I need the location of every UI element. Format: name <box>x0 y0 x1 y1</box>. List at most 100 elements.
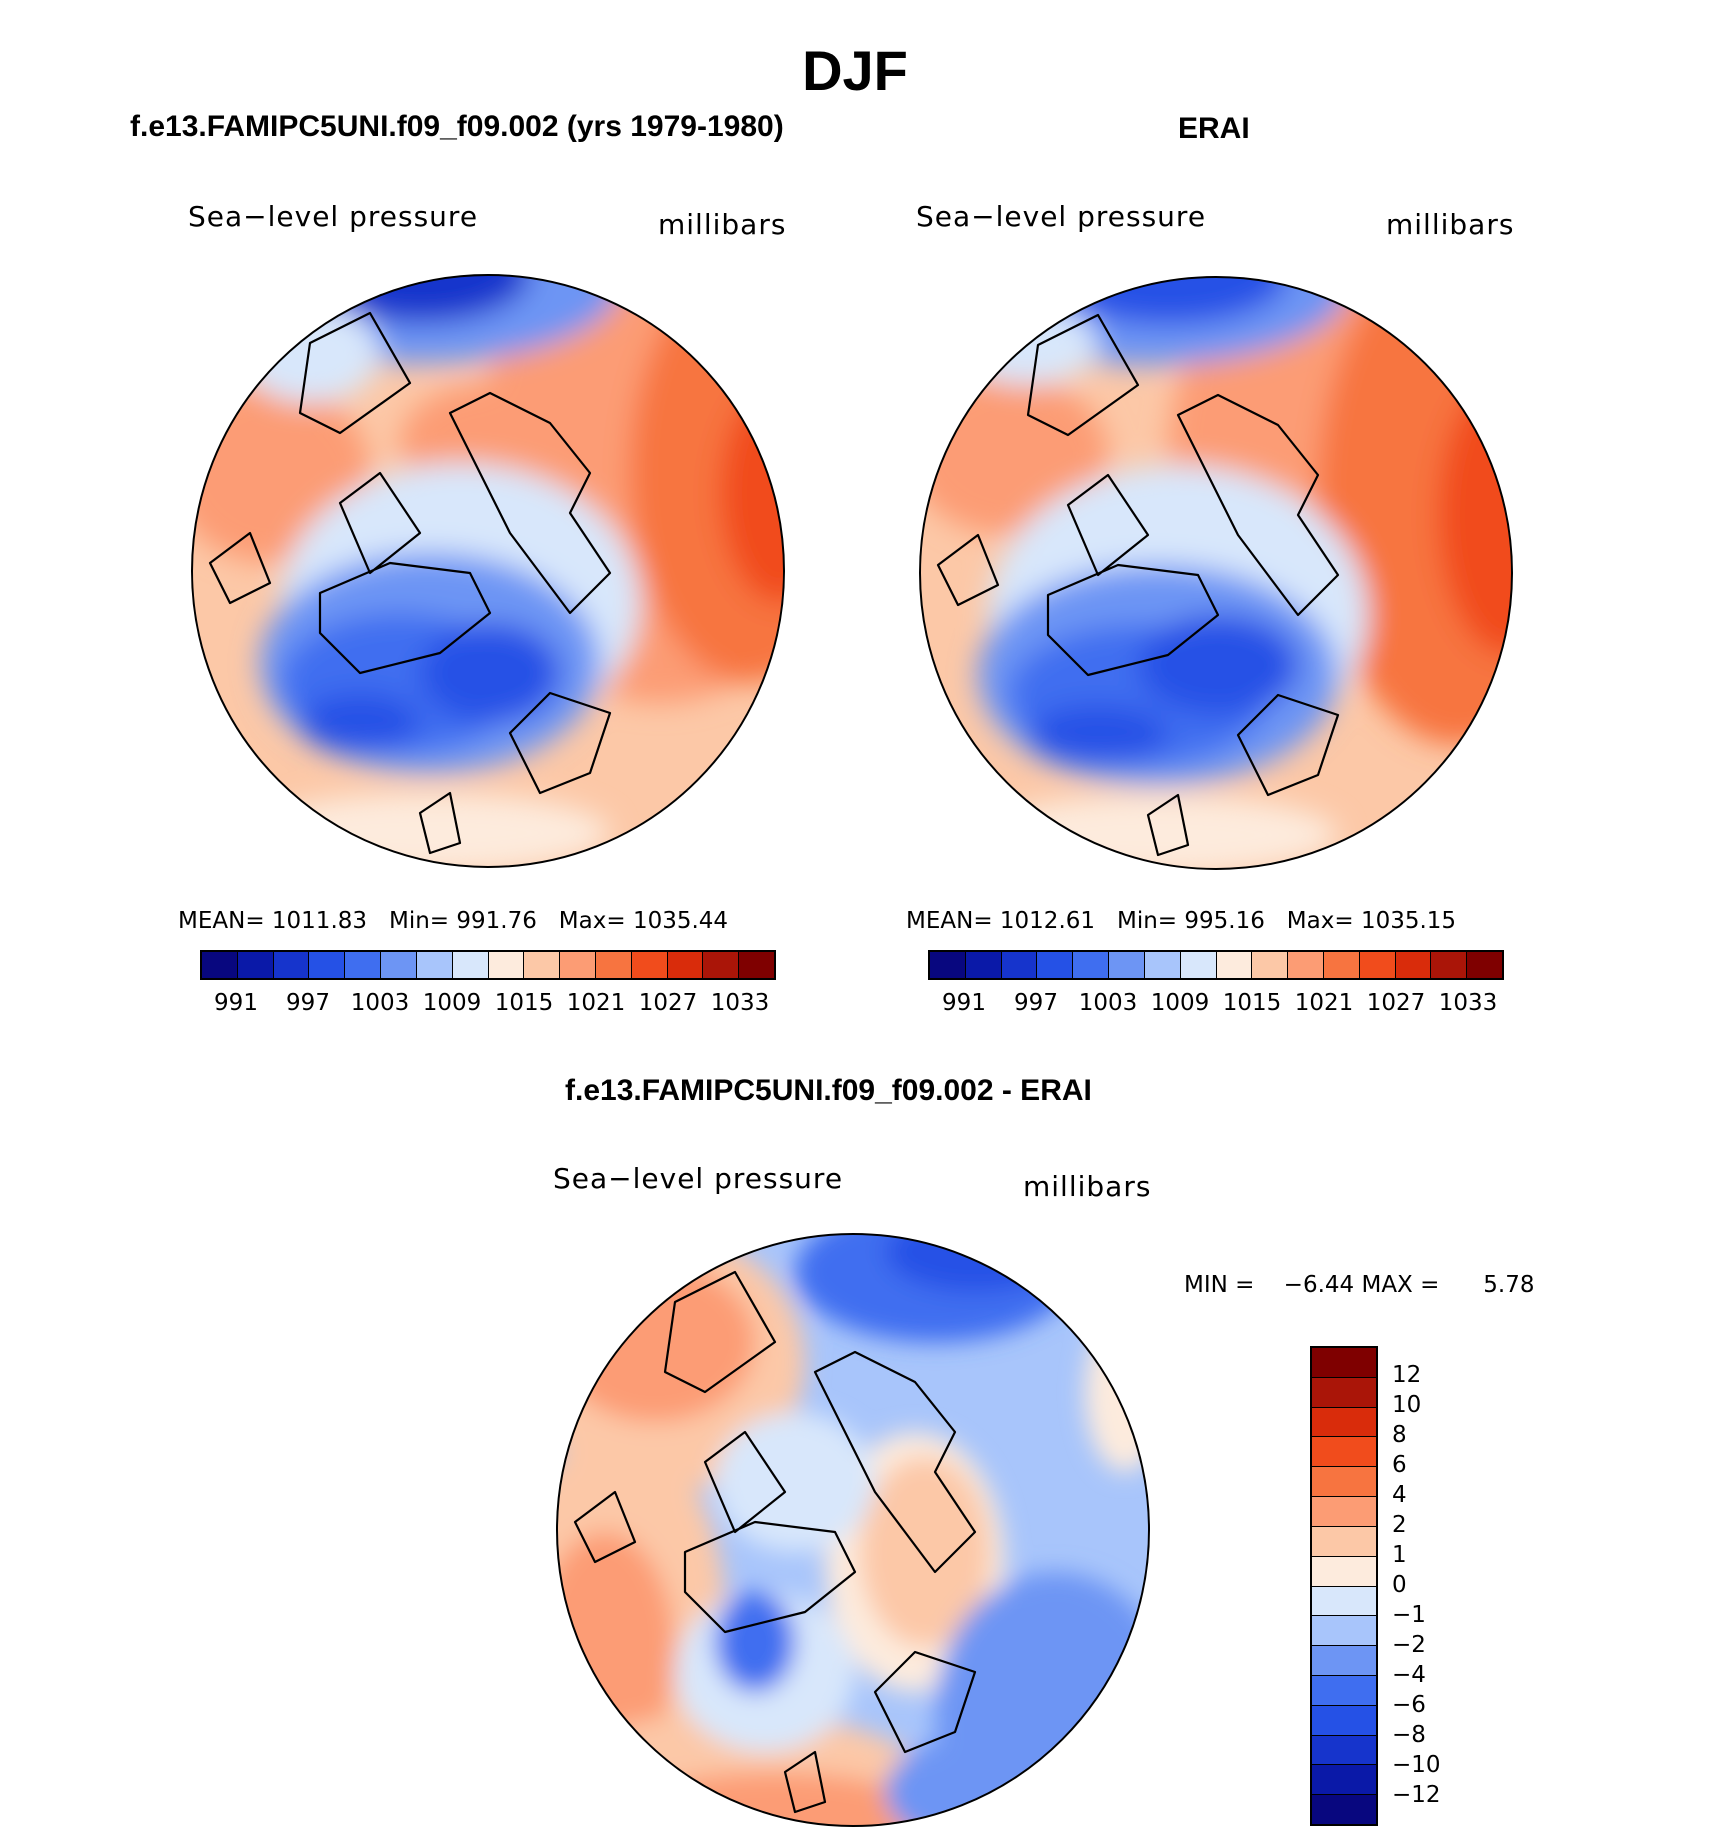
panel1-colorbar-tick-label: 1027 <box>638 990 698 1016</box>
panel2-colorbar-tick-label: 1033 <box>1438 990 1498 1016</box>
panel2-units-label: millibars <box>1386 208 1515 241</box>
panel1-polar-map <box>191 274 785 868</box>
panel3-min-label: MIN = <box>1184 1272 1255 1298</box>
panel3-colorbar-tick-label: −10 <box>1392 1752 1441 1778</box>
panel3-colorbar-swatch <box>1312 1646 1376 1676</box>
panel3-colorbar-swatch <box>1312 1377 1376 1408</box>
panel3-variable-label: Sea−level pressure <box>553 1162 844 1195</box>
panel2-colorbar-swatch <box>1467 952 1502 978</box>
panel3-colorbar-swatch <box>1312 1407 1376 1438</box>
panel1-mean-label: MEAN= <box>178 908 265 934</box>
panel2-colorbar-ticks: 991 997 1003 1009 1015 1021 1027 1033 <box>928 990 1504 1020</box>
panel1-colorbar-swatch <box>309 952 346 978</box>
panel2-colorbar-tick-label: 1021 <box>1294 990 1354 1016</box>
panel2-colorbar-tick-label: 1009 <box>1150 990 1210 1016</box>
panel1-colorbar-tick-label: 1009 <box>422 990 482 1016</box>
panel3-min-value: −6.44 <box>1283 1272 1355 1298</box>
panel3-colorbar-swatch <box>1312 1616 1376 1647</box>
panel1-colorbar-swatch <box>202 952 238 978</box>
panel1-colorbar-swatch <box>452 952 489 978</box>
panel1-colorbar-tick-label: 1015 <box>494 990 554 1016</box>
panel2-colorbar-swatch <box>1431 952 1468 978</box>
panel1-colorbar-tick-label: 1021 <box>566 990 626 1016</box>
panel1-colorbar <box>200 950 776 980</box>
panel3-units-label: millibars <box>1023 1170 1152 1203</box>
panel3-title: f.e13.FAMIPC5UNI.f09_f09.002 - ERAI <box>565 1074 1092 1107</box>
panel2-colorbar-swatch <box>1323 952 1360 978</box>
panel3-colorbar-tick-label: 10 <box>1392 1392 1422 1418</box>
panel3-colorbar-swatch <box>1312 1735 1376 1766</box>
panel2-colorbar-tick-label: 1027 <box>1366 990 1426 1016</box>
panel1-colorbar-tick-label: 1033 <box>710 990 770 1016</box>
panel3-colorbar-tick-label: −2 <box>1392 1632 1426 1658</box>
panel3-colorbar-tick-label: −8 <box>1392 1722 1426 1748</box>
panel2-max-label: Max= <box>1286 908 1354 934</box>
panel3-colorbar-tick-label: 12 <box>1392 1362 1422 1388</box>
panel1-colorbar-swatch <box>631 952 668 978</box>
panel3-colorbar-swatch <box>1312 1765 1376 1796</box>
panel1-title: f.e13.FAMIPC5UNI.f09_f09.002 (yrs 1979-1… <box>130 110 784 143</box>
panel3-colorbar-swatch <box>1312 1556 1376 1587</box>
panel1-colorbar-swatch <box>595 952 632 978</box>
panel1-colorbar-ticks: 991 997 1003 1009 1015 1021 1027 1033 <box>200 990 776 1020</box>
panel2-colorbar-swatch <box>1037 952 1074 978</box>
panel3-colorbar-tick-label: −1 <box>1392 1602 1426 1628</box>
panel2-variable-label: Sea−level pressure <box>916 200 1207 233</box>
panel1-colorbar-swatch <box>488 952 525 978</box>
panel2-min-value: 995.16 <box>1184 908 1265 934</box>
panel2-colorbar-swatch <box>1109 952 1145 978</box>
panel3-colorbar-tick-label: −12 <box>1392 1782 1441 1808</box>
panel2-polar-map <box>919 276 1513 870</box>
panel3-max-label: MAX = <box>1361 1272 1440 1298</box>
panel3-colorbar-tick-label: 1 <box>1392 1542 1407 1568</box>
panel3-colorbar <box>1310 1346 1378 1826</box>
panel2-colorbar-swatch <box>965 952 1002 978</box>
panel3-colorbar-swatch <box>1312 1526 1376 1557</box>
panel3-colorbar-tick-label: −6 <box>1392 1692 1426 1718</box>
panel2-mean-label: MEAN= <box>906 908 993 934</box>
panel1-max-label: Max= <box>558 908 626 934</box>
panel3-colorbar-tick-label: 6 <box>1392 1452 1407 1478</box>
panel2-colorbar-swatch <box>1395 952 1432 978</box>
panel2-title: ERAI <box>1178 112 1250 145</box>
panel3-colorbar-swatch <box>1312 1586 1376 1617</box>
panel1-colorbar-swatch <box>345 952 382 978</box>
panel1-mean-value: 1011.83 <box>271 908 368 934</box>
panel3-colorbar-tick-label: −4 <box>1392 1662 1426 1688</box>
panel2-colorbar-swatch <box>1288 952 1324 978</box>
panel3-colorbar-ticks: 12 10 8 6 4 2 1 0 −1 −2 −4 −6 −8 −10 −12 <box>1392 1346 1472 1826</box>
panel2-colorbar-swatch <box>1252 952 1289 978</box>
panel2-colorbar-swatch <box>930 952 966 978</box>
panel3-polar-map <box>556 1233 1150 1827</box>
panel1-colorbar-swatch <box>237 952 274 978</box>
panel2-colorbar-tick-label: 1003 <box>1078 990 1138 1016</box>
panel1-variable-label: Sea−level pressure <box>188 200 479 233</box>
panel3-colorbar-swatch <box>1312 1497 1376 1527</box>
panel1-min-value: 991.76 <box>456 908 537 934</box>
panel2-max-value: 1035.15 <box>1360 908 1457 934</box>
panel3-colorbar-swatch <box>1312 1437 1376 1468</box>
panel3-max-value: 5.78 <box>1483 1272 1535 1298</box>
panel1-max-value: 1035.44 <box>632 908 729 934</box>
panel3-colorbar-swatch <box>1312 1675 1376 1706</box>
panel2-colorbar <box>928 950 1504 980</box>
panel1-colorbar-tick-label: 991 <box>214 990 258 1016</box>
panel2-colorbar-tick-label: 997 <box>1014 990 1058 1016</box>
panel2-colorbar-swatch <box>1216 952 1253 978</box>
panel1-colorbar-swatch <box>703 952 740 978</box>
panel1-colorbar-swatch <box>524 952 561 978</box>
panel1-colorbar-tick-label: 1003 <box>350 990 410 1016</box>
panel1-units-label: millibars <box>658 208 787 241</box>
panel2-colorbar-swatch <box>1180 952 1217 978</box>
panel2-colorbar-tick-label: 991 <box>942 990 986 1016</box>
panel2-mean-value: 1012.61 <box>999 908 1096 934</box>
panel3-colorbar-tick-label: 8 <box>1392 1422 1407 1448</box>
panel2-colorbar-swatch <box>1001 952 1038 978</box>
panel3-colorbar-swatch <box>1312 1348 1376 1378</box>
panel1-min-label: Min= <box>388 908 450 934</box>
panel1-colorbar-swatch <box>667 952 704 978</box>
panel1-colorbar-swatch <box>739 952 774 978</box>
panel2-min-label: Min= <box>1116 908 1178 934</box>
panel3-colorbar-swatch <box>1312 1467 1376 1498</box>
panel3-colorbar-swatch <box>1312 1705 1376 1736</box>
